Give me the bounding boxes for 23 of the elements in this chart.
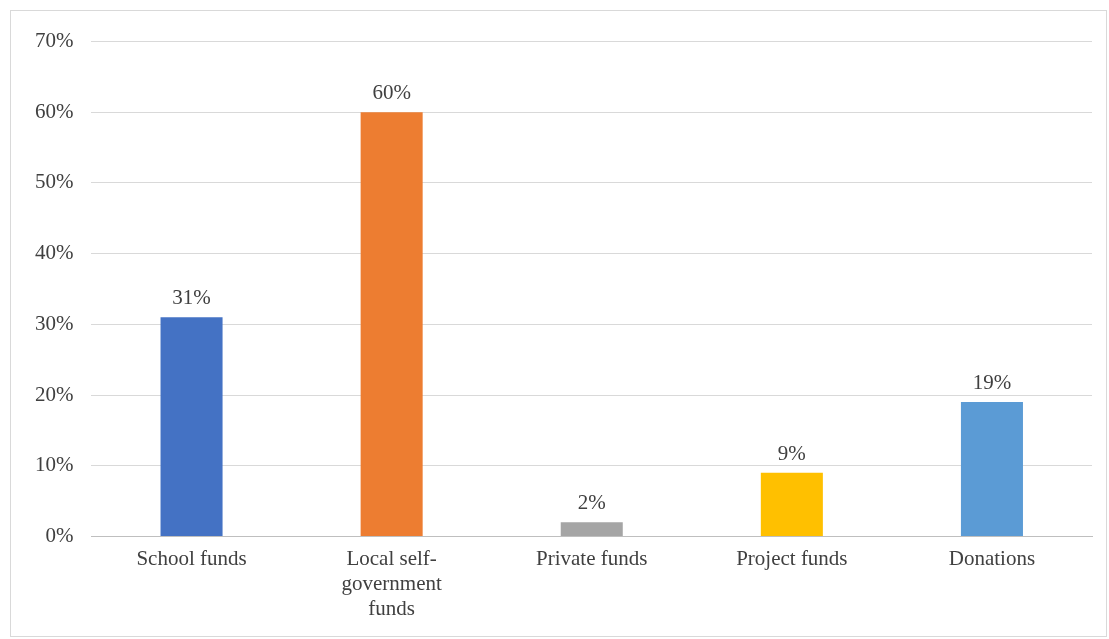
y-tick-label: 60% [34,98,74,123]
data-label: 19% [972,370,1012,395]
bar [160,317,223,536]
x-tick-label: Donations [948,545,1036,570]
bar [960,402,1023,536]
y-tick-label: 20% [34,381,74,406]
x-tick-label: Private funds [536,545,648,570]
y-tick-label: 40% [34,240,74,265]
y-tick-label: 0% [45,522,74,547]
bar [360,112,423,536]
data-label: 2% [577,490,606,515]
x-tick-label: School funds [136,545,247,570]
y-tick-label: 10% [34,452,74,477]
y-tick-label: 50% [34,169,74,194]
bar [560,522,623,536]
data-label: 31% [172,285,211,310]
x-tick-label: Project funds [736,545,848,570]
data-label: 60% [372,80,411,105]
data-label: 9% [777,440,806,465]
y-tick-label: 30% [34,310,74,335]
y-tick-label: 70% [34,28,74,53]
bar [760,472,823,536]
x-tick-label: Local self-government funds [341,545,442,620]
